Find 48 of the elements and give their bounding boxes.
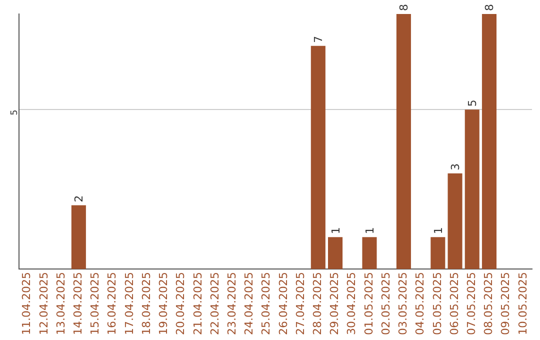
x-tick-label: 18.04.2025: [140, 272, 153, 336]
x-tick-label: 07.05.2025: [464, 272, 478, 336]
x-tick-label: 01.05.2025: [362, 272, 376, 336]
x-tick-label: 02.05.2025: [379, 272, 392, 336]
x-tick-label: 22.04.2025: [208, 272, 222, 336]
x-tick-label: 15.04.2025: [88, 272, 102, 336]
x-tick-label: 12.04.2025: [37, 272, 50, 336]
x-tick-label: 19.04.2025: [157, 272, 170, 336]
x-tick-label: 26.04.2025: [276, 272, 290, 336]
bar: [362, 237, 377, 270]
x-tick-label: 17.04.2025: [122, 272, 136, 336]
x-tick-label: 10.05.2025: [516, 272, 530, 336]
bar: [71, 205, 86, 270]
bar: [464, 110, 480, 270]
x-tick-label: 03.05.2025: [396, 272, 410, 336]
x-tick-label: 25.04.2025: [260, 272, 273, 336]
data-label: 1: [363, 227, 376, 234]
bar: [310, 46, 326, 270]
bar: [482, 14, 497, 270]
data-label: 8: [398, 4, 411, 11]
data-label: 7: [312, 36, 326, 43]
bar: [430, 237, 446, 270]
x-tick-label: 21.04.2025: [191, 272, 204, 336]
x-tick-label: 27.04.2025: [294, 272, 307, 336]
data-label: 1: [432, 227, 445, 234]
data-label: 8: [483, 4, 496, 11]
bar: [396, 14, 411, 270]
x-tick-label: 09.05.2025: [499, 272, 512, 336]
bar: [448, 173, 462, 270]
x-tick-label: 23.04.2025: [225, 272, 238, 336]
x-tick-label: 30.04.2025: [345, 272, 358, 336]
x-tick-label: 08.05.2025: [482, 272, 496, 336]
x-tick-label: 05.05.2025: [430, 272, 444, 336]
bar: [328, 237, 343, 270]
x-tick-label: 13.04.2025: [54, 272, 68, 336]
data-label: 1: [329, 227, 342, 234]
x-tick-label: 14.04.2025: [72, 272, 85, 336]
data-label: 2: [72, 195, 86, 202]
x-tick-label: 11.04.2025: [20, 272, 34, 336]
x-tick-label: 28.04.2025: [311, 272, 324, 336]
data-label: 5: [466, 100, 480, 107]
x-tick-label: 29.04.2025: [328, 272, 342, 336]
x-tick-label: 16.04.2025: [106, 272, 119, 336]
x-tick-label: 24.04.2025: [242, 272, 256, 336]
data-label: 3: [449, 163, 462, 170]
x-tick-label: 06.05.2025: [448, 272, 461, 336]
x-tick-label: 20.04.2025: [174, 272, 188, 336]
x-tick-label: 04.05.2025: [414, 272, 427, 336]
